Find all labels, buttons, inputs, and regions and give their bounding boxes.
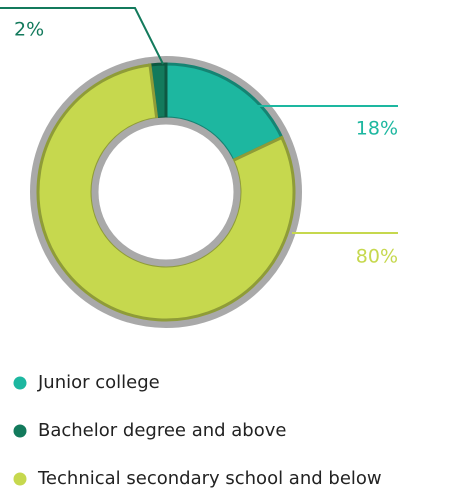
outer-ring <box>30 56 302 328</box>
leader-line <box>0 7 164 65</box>
legend-swatch <box>13 472 27 486</box>
value-label: 18% <box>356 118 398 140</box>
value-label: 2% <box>14 19 44 41</box>
value-label: 80% <box>356 246 398 268</box>
legend-label: Bachelor degree and above <box>38 420 286 441</box>
legend-swatch <box>13 424 27 438</box>
legend-label: Technical secondary school and below <box>37 468 382 488</box>
legend-swatch <box>13 376 27 390</box>
inner-ring <box>91 117 241 267</box>
legend-label: Junior college <box>37 372 160 393</box>
